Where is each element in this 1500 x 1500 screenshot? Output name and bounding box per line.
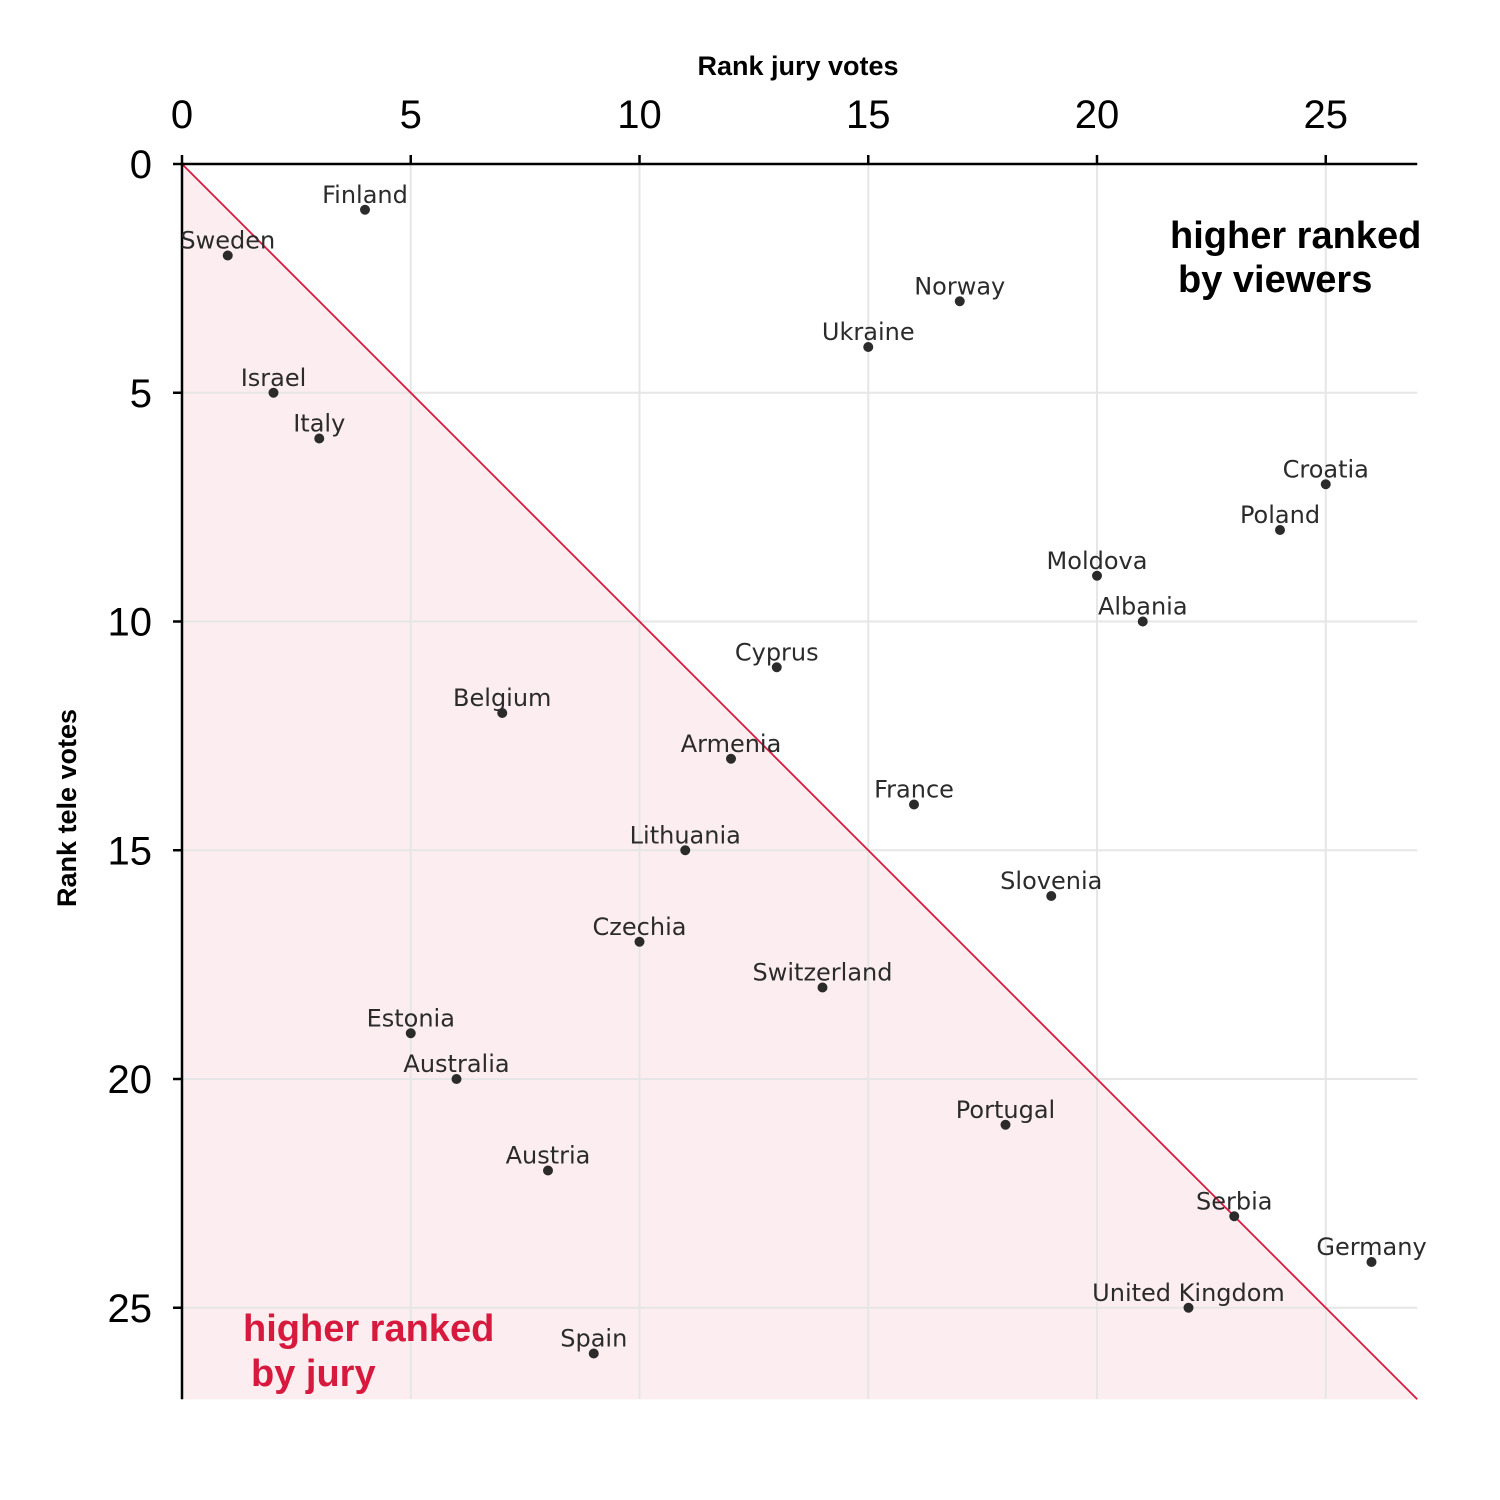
point-label-albania: Albania bbox=[1098, 593, 1188, 621]
point-austria bbox=[543, 1165, 553, 1176]
point-croatia bbox=[1320, 479, 1331, 490]
point-label-slovenia: Slovenia bbox=[1000, 867, 1102, 895]
point-armenia bbox=[726, 753, 736, 764]
point-label-moldova: Moldova bbox=[1047, 547, 1148, 575]
diagonal-line bbox=[181, 163, 1418, 1400]
point-belgium bbox=[497, 708, 508, 718]
point-label-czechia: Czechia bbox=[593, 913, 687, 941]
y-tick-label: 15 bbox=[108, 829, 153, 873]
point-finland bbox=[360, 204, 370, 215]
point-label-portugal: Portugal bbox=[956, 1096, 1055, 1124]
point-lithuania bbox=[680, 845, 691, 856]
axes: 0 5 10 15 20 25 0 5 10 15 20 25 bbox=[108, 93, 1418, 1400]
point-albania bbox=[1137, 616, 1148, 627]
point-label-norway: Norway bbox=[914, 272, 1005, 300]
data-points: Finland Sweden Norway Ukraine Israel Italy Cro… bbox=[180, 181, 1427, 1359]
y-tick-label: 0 bbox=[130, 143, 152, 187]
point-label-germany: Germany bbox=[1316, 1233, 1426, 1261]
point-label-finland: Finland bbox=[322, 181, 408, 209]
x-tick-label: 10 bbox=[617, 93, 662, 137]
point-slovenia bbox=[1046, 891, 1057, 901]
y-tick-label: 20 bbox=[108, 1058, 153, 1102]
point-france bbox=[909, 799, 919, 810]
y-axis-title: Rank tele votes bbox=[52, 709, 82, 907]
point-label-sweden: Sweden bbox=[180, 227, 275, 255]
point-germany bbox=[1366, 1257, 1377, 1267]
x-tick-label: 25 bbox=[1304, 93, 1349, 137]
point-serbia bbox=[1229, 1211, 1240, 1222]
point-label-switzerland: Switzerland bbox=[753, 959, 893, 987]
point-label-serbia: Serbia bbox=[1196, 1187, 1272, 1215]
point-italy bbox=[314, 433, 325, 444]
point-australia bbox=[451, 1074, 462, 1084]
point-spain bbox=[588, 1348, 599, 1359]
x-tick-label: 20 bbox=[1075, 93, 1120, 137]
point-switzerland bbox=[817, 982, 828, 993]
point-label-poland: Poland bbox=[1240, 501, 1320, 529]
x-tick-label: 15 bbox=[846, 93, 891, 137]
point-label-united-kingdom: United Kingdom bbox=[1092, 1279, 1285, 1307]
point-sweden bbox=[222, 250, 233, 261]
annotation-viewers-line1: higher ranked bbox=[1170, 215, 1421, 257]
point-norway bbox=[954, 296, 965, 307]
point-united-kingdom bbox=[1183, 1302, 1194, 1313]
point-estonia bbox=[405, 1028, 416, 1039]
point-label-ukraine: Ukraine bbox=[822, 318, 915, 346]
point-label-belgium: Belgium bbox=[453, 684, 551, 712]
x-tick-label: 0 bbox=[171, 93, 193, 137]
point-label-armenia: Armenia bbox=[681, 730, 782, 758]
point-label-france: France bbox=[874, 776, 954, 804]
point-poland bbox=[1275, 525, 1285, 535]
point-label-croatia: Croatia bbox=[1283, 455, 1369, 483]
point-portugal bbox=[1000, 1119, 1011, 1130]
y-tick-label: 25 bbox=[108, 1287, 153, 1331]
x-axis-title: Rank jury votes bbox=[697, 51, 898, 81]
point-label-italy: Italy bbox=[293, 410, 345, 438]
point-label-austria: Austria bbox=[506, 1142, 591, 1170]
point-ukraine bbox=[863, 342, 874, 352]
x-tick-label: 5 bbox=[400, 93, 422, 137]
point-label-australia: Australia bbox=[403, 1050, 509, 1078]
grid-lines bbox=[182, 164, 1418, 1400]
point-label-cyprus: Cyprus bbox=[735, 638, 819, 666]
annotation-jury-line1: higher ranked bbox=[243, 1308, 494, 1350]
y-tick-label: 10 bbox=[108, 601, 153, 645]
point-label-israel: Israel bbox=[241, 364, 307, 392]
annotation-viewers-line2: by viewers bbox=[1178, 259, 1372, 301]
diagonal-reference bbox=[181, 163, 1418, 1400]
point-label-spain: Spain bbox=[560, 1325, 627, 1353]
point-czechia bbox=[634, 936, 645, 947]
annotation-jury-line2: by jury bbox=[251, 1353, 376, 1395]
point-label-lithuania: Lithuania bbox=[630, 821, 741, 849]
point-cyprus bbox=[771, 662, 782, 673]
point-israel bbox=[268, 387, 279, 398]
point-label-estonia: Estonia bbox=[367, 1004, 455, 1032]
y-tick-label: 5 bbox=[130, 372, 152, 416]
point-moldova bbox=[1092, 570, 1102, 581]
